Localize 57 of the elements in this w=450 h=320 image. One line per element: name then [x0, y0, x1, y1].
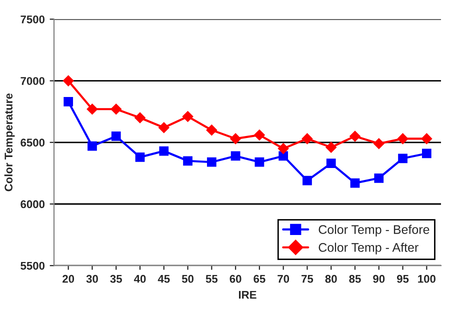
x-tick-label: 35 [110, 274, 122, 283]
y-tick-label: 7500 [20, 15, 45, 24]
point [62, 75, 74, 86]
point [254, 157, 264, 167]
x-tick-label: 20 [62, 274, 74, 283]
point [278, 143, 289, 154]
point [254, 130, 265, 140]
point [135, 152, 145, 162]
point [374, 173, 384, 183]
point [206, 157, 216, 167]
point [110, 104, 122, 115]
point [326, 142, 337, 153]
y-tick-label: 5500 [20, 262, 45, 270]
point [302, 133, 313, 144]
y-axis-title: Color Temperature [4, 93, 15, 192]
point [88, 141, 97, 151]
x-tick-label: 60 [230, 274, 242, 283]
point [230, 133, 241, 144]
x-tick-label: 55 [206, 275, 218, 283]
point [183, 156, 192, 166]
point [302, 176, 312, 186]
y-tick-label: 7000 [20, 77, 45, 85]
point [111, 132, 121, 141]
x-tick-label: 95 [396, 274, 409, 283]
x-tick-label: 40 [134, 274, 146, 283]
point [421, 133, 432, 144]
point [86, 104, 98, 115]
point [206, 124, 218, 136]
y-tick-label: 6500 [20, 138, 45, 147]
legend-label: Color Temp - Before [318, 224, 430, 236]
point [182, 111, 194, 122]
point [134, 112, 146, 124]
point [350, 130, 360, 142]
y-tick-label: 6000 [20, 200, 45, 208]
x-axis-title: IRE [238, 290, 256, 299]
legend-label: Color Temp - After [318, 242, 418, 254]
point [64, 97, 74, 106]
x-tick-label: 30 [86, 274, 98, 283]
point [350, 178, 360, 188]
point [158, 122, 170, 134]
point [326, 158, 336, 168]
x-tick-label: 45 [158, 275, 170, 283]
x-tick-label: 70 [278, 274, 290, 283]
point [278, 151, 288, 161]
point [159, 146, 169, 156]
point [397, 133, 408, 144]
x-tick-label: 50 [182, 274, 194, 283]
point [398, 154, 408, 164]
point [422, 148, 432, 158]
point [230, 151, 240, 161]
x-tick-label: 80 [325, 274, 337, 283]
x-tick-label: 90 [373, 274, 385, 283]
x-tick-label: 85 [349, 274, 361, 283]
x-tick-label: 75 [302, 275, 314, 283]
point [373, 138, 384, 150]
x-tick-label: 100 [418, 274, 436, 283]
x-tick-label: 65 [254, 274, 266, 283]
